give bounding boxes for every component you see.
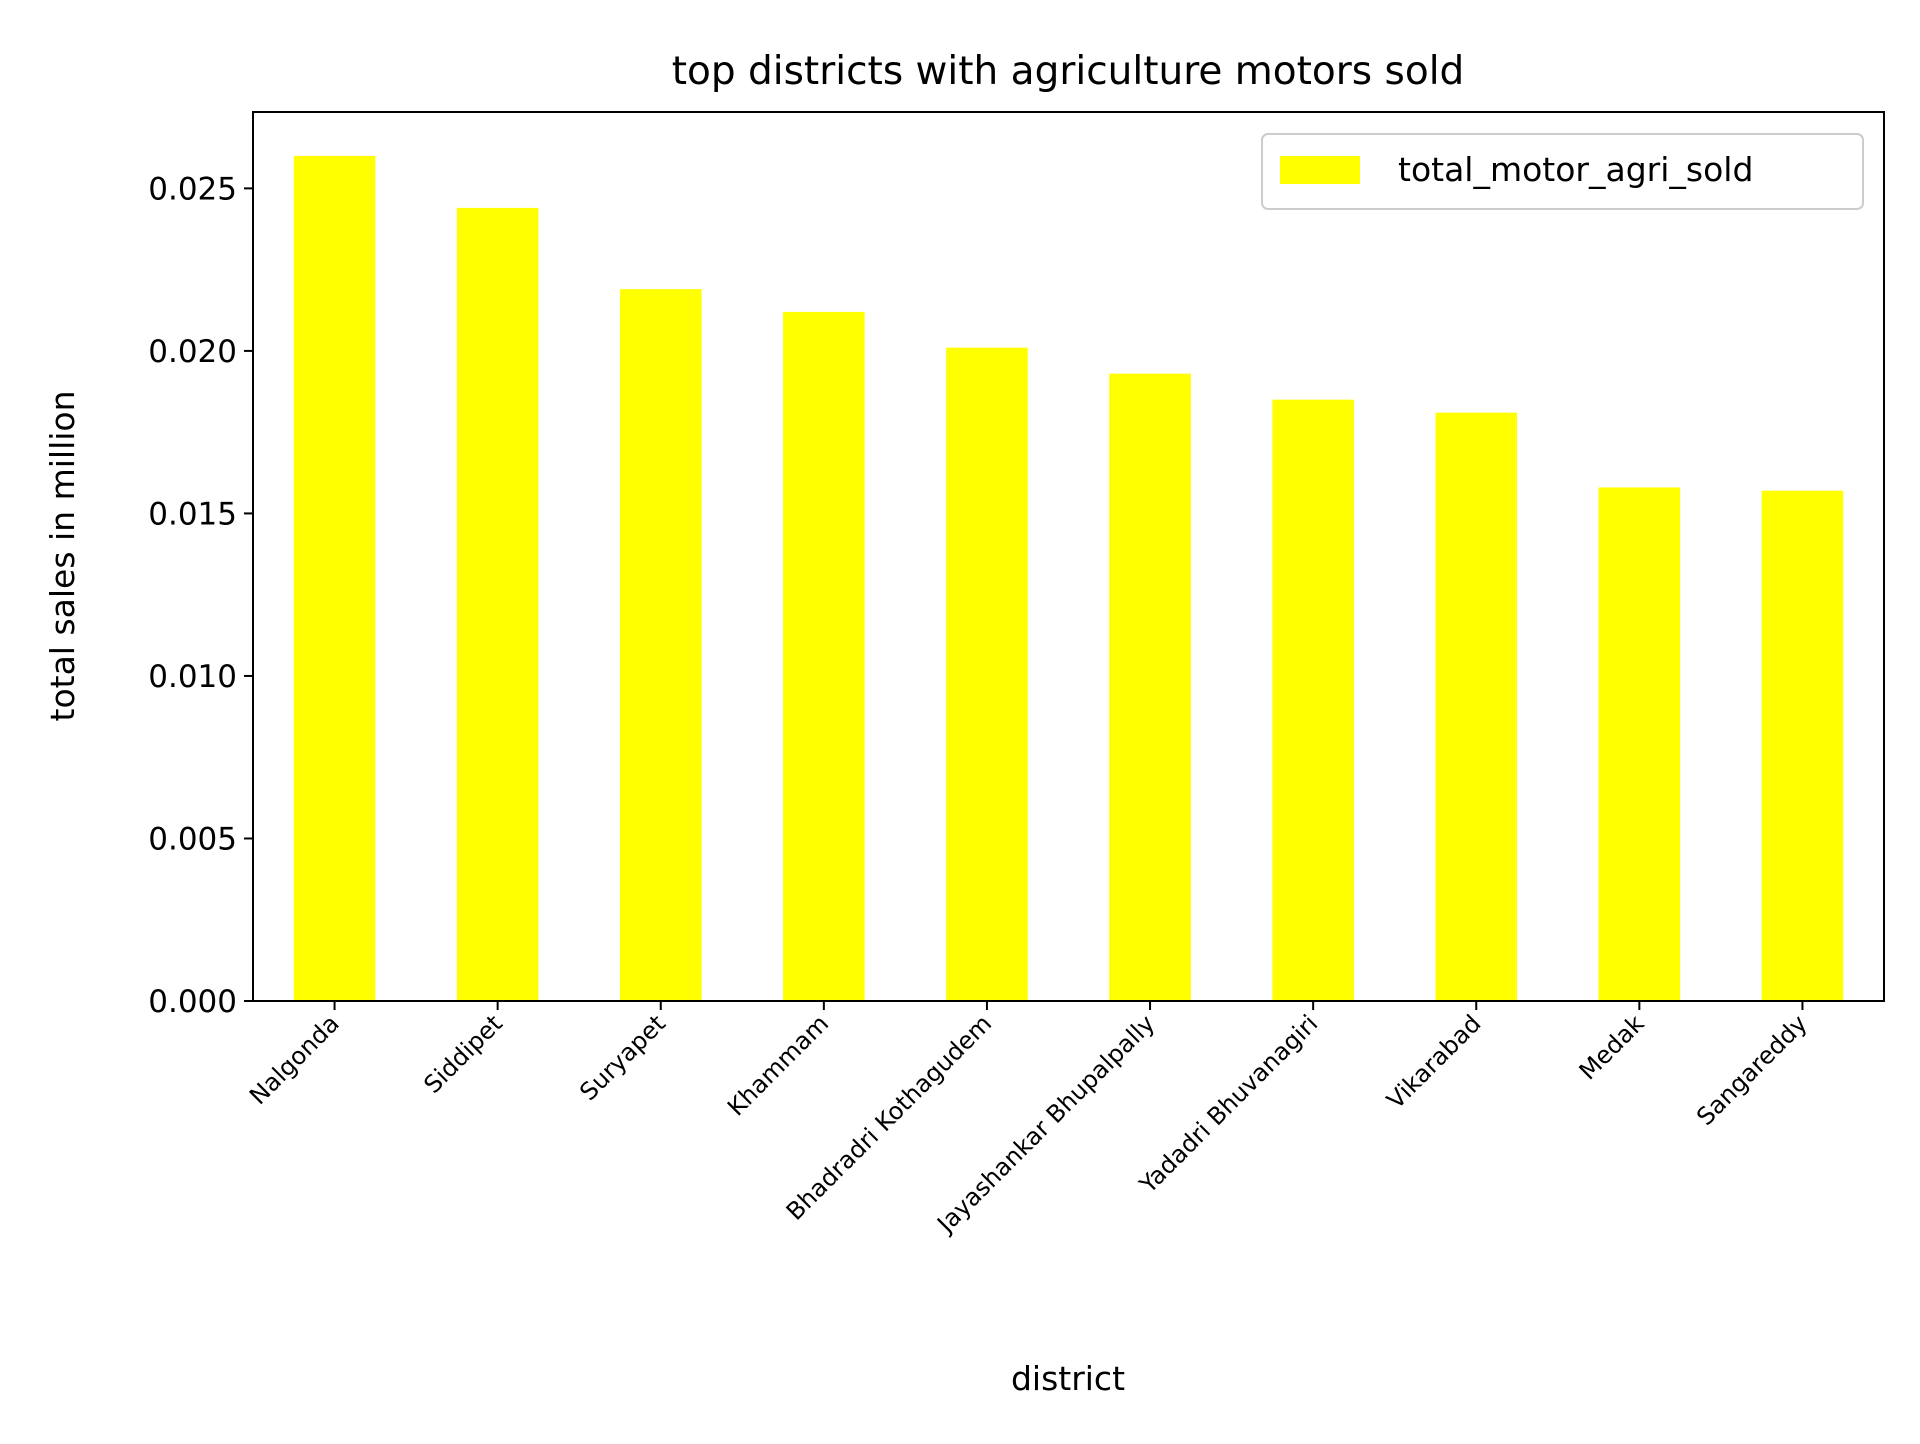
bar-medak [1598,487,1681,1001]
y-tick-label: 0.000 [148,984,237,1020]
x-tick-label: Sangareddy [1691,1009,1813,1131]
x-tick-label: Nalgonda [244,1009,345,1110]
bar-suryapet [619,289,702,1001]
legend-swatch [1280,156,1360,184]
bar-jayashankar-bhupalpally [1109,373,1191,1001]
x-tick-label: Medak [1574,1009,1650,1085]
legend-label: total_motor_agri_sold [1398,150,1753,189]
bar-sangareddy [1761,490,1844,1001]
y-axis-label: total sales in million [43,390,82,721]
bar-khammam [783,311,865,1001]
y-tick-label: 0.010 [148,659,237,695]
bar-siddipet [456,207,539,1001]
y-tick-label: 0.025 [148,171,237,207]
legend-box [1261,133,1864,210]
x-tick-label: Yadadri Bhuvanagiri [1133,1009,1323,1199]
x-tick-label: Suryapet [574,1009,671,1106]
y-tick-label: 0.020 [148,334,237,370]
bars-layer [293,155,1844,1001]
x-tick-label: Siddipet [418,1009,507,1098]
legend: total_motor_agri_sold [1261,133,1864,210]
y-tick-label: 0.015 [148,496,237,532]
chart-title: top districts with agriculture motors so… [672,49,1465,94]
x-axis: Nalgonda Siddipet Suryapet KhammamBhadradri… [244,1001,1813,1239]
x-axis-label: district [1011,1359,1125,1398]
plot-frame [252,111,1885,1002]
bar-bhadradri-kothagudem [946,347,1028,1001]
x-tick-label: Khammam [722,1009,834,1121]
y-tick-label: 0.005 [148,821,237,857]
y-axis: 0.000 0.005 0.010 0.015 0.020 0.025 [148,171,253,1020]
bar-vikarabad [1435,412,1518,1001]
bar-yadadri-bhuvanagiri [1272,399,1354,1001]
x-tick-label: Vikarabad [1381,1009,1486,1114]
bar-nalgonda [293,155,376,1001]
